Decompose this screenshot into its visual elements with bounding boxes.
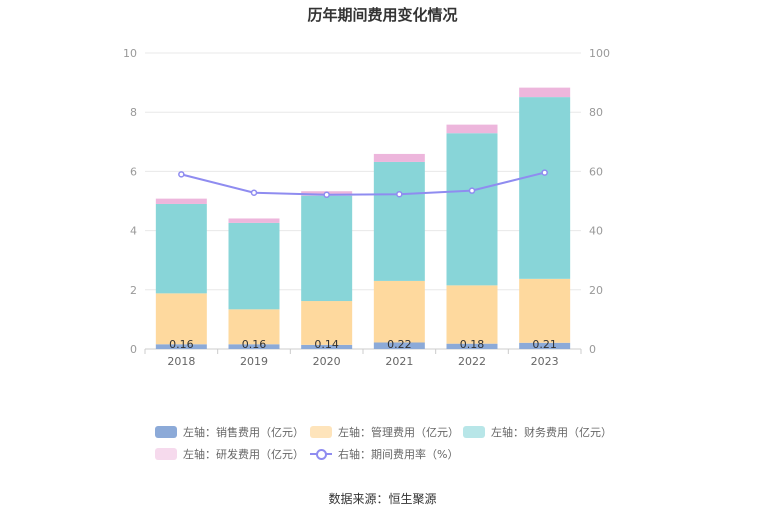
bar-segment (446, 124, 498, 134)
bar-data-label: 0.16 (242, 338, 267, 351)
left-axis-tick-label: 8 (130, 106, 137, 119)
right-axis-tick-label: 0 (589, 343, 596, 356)
bar-segment (519, 278, 571, 343)
bar-segment (373, 153, 425, 162)
legend-swatch-finance (463, 426, 485, 438)
x-axis-tick-label: 2019 (240, 355, 268, 368)
rate-point (396, 190, 403, 198)
bar-segment (446, 343, 498, 349)
legend-swatch-sales (155, 426, 177, 438)
x-axis-tick-label: 2022 (458, 355, 486, 368)
left-axis-tick-label: 10 (123, 47, 137, 60)
rate-point (541, 169, 548, 176)
right-axis-tick-label: 60 (589, 165, 603, 178)
legend-label-finance: 左轴：财务费用（亿元） (491, 426, 612, 439)
right-axis-tick-label: 80 (589, 106, 603, 119)
left-axis-tick-label: 4 (130, 225, 137, 238)
bar-segment (155, 198, 207, 204)
bar-data-label: 0.21 (532, 338, 557, 351)
bar-segment (301, 301, 353, 345)
bar-segment (301, 344, 353, 349)
legend-label-sales: 左轴：销售费用（亿元） (183, 426, 304, 439)
bar-segment (301, 195, 353, 302)
bar-segment (228, 222, 280, 310)
bar-data-label: 0.14 (314, 338, 339, 351)
legend-label-rate: 右轴：期间费用率（%） (338, 448, 459, 461)
bar-segment (519, 342, 571, 349)
bar-segment (373, 342, 425, 349)
rate-line (181, 171, 545, 196)
bar-segment (519, 87, 571, 98)
legend-item-finance[interactable]: 左轴：财务费用（亿元） (463, 424, 612, 440)
right-axis-tick-label: 20 (589, 284, 603, 297)
legend-swatch-rate (310, 448, 332, 460)
legend-label-admin: 左轴：管理费用（亿元） (338, 426, 459, 439)
legend-item-sales[interactable]: 左轴：销售费用（亿元） (155, 424, 304, 440)
legend-swatch-admin (310, 426, 332, 438)
bar-segment (155, 293, 207, 345)
left-axis-tick-label: 2 (130, 284, 137, 297)
bar-data-label: 0.16 (169, 338, 194, 351)
legend-item-admin[interactable]: 左轴：管理费用（亿元） (310, 424, 459, 440)
rate-point (323, 191, 330, 199)
bar-segment (446, 285, 498, 344)
right-axis-tick-label: 40 (589, 225, 603, 238)
bar-segment (373, 161, 425, 281)
x-axis-tick-label: 2020 (313, 355, 341, 368)
legend-item-rate[interactable]: 右轴：期间费用率（%） (310, 446, 458, 462)
x-axis-tick-label: 2018 (167, 355, 195, 368)
bar-segment (228, 344, 280, 349)
x-axis-tick-label: 2023 (531, 355, 559, 368)
chart-title: 历年期间费用变化情况 (307, 6, 458, 24)
bar-segment (228, 309, 280, 345)
legend-item-rnd[interactable]: 左轴：研发费用（亿元） (155, 446, 304, 462)
bar-data-label: 0.18 (460, 338, 485, 351)
bar-segment (373, 280, 425, 343)
legend-swatch-rnd (155, 448, 177, 460)
left-axis-tick-label: 6 (130, 165, 137, 178)
rate-point (178, 171, 185, 178)
bar-segment (519, 97, 571, 279)
left-axis-tick-label: 0 (130, 343, 137, 356)
rate-point (250, 189, 258, 196)
bar-data-label: 0.22 (387, 338, 412, 351)
bar-segment (155, 203, 207, 294)
bar-segment (155, 344, 207, 349)
bar-segment (446, 133, 498, 286)
source-note: 数据来源：恒生聚源 (328, 492, 437, 506)
x-axis-tick-label: 2021 (385, 355, 413, 368)
bar-segment (228, 218, 280, 223)
right-axis-tick-label: 100 (589, 47, 610, 60)
legend-label-rnd: 左轴：研发费用（亿元） (183, 448, 304, 461)
rate-point (468, 187, 476, 194)
